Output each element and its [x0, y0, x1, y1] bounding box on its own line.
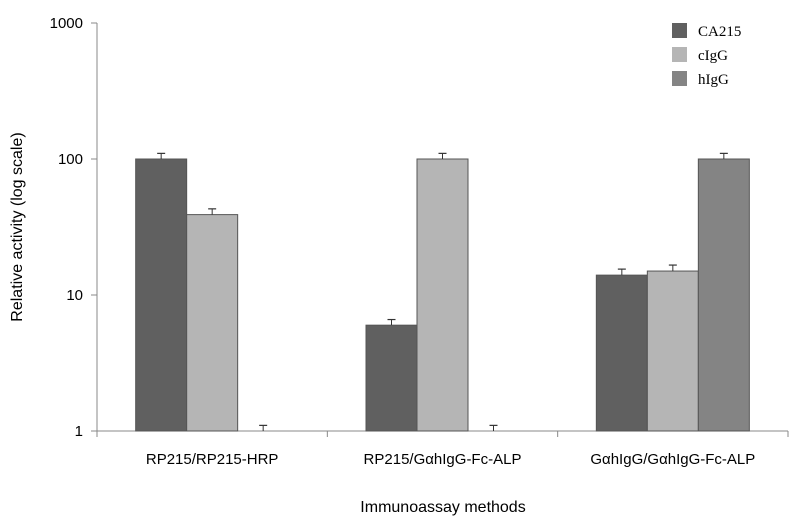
bar-ca215: [365, 324, 418, 432]
category-labels: RP215/RP215-HRP RP215/GαhIgG-Fc-ALP GαhIgG…: [146, 451, 755, 468]
legend-label-cigg: cIgG: [698, 48, 728, 64]
y-tick-label: 10: [66, 287, 83, 304]
category-label: GαhIgG/GαhIgG-Fc-ALP: [590, 451, 755, 468]
legend-swatch-higg: [672, 71, 687, 86]
bar-cigg: [646, 270, 699, 432]
bar-ca215: [595, 274, 648, 432]
bar-cigg: [186, 214, 239, 432]
bar-higg: [697, 158, 750, 432]
y-axis-title: Relative activity (log scale): [9, 132, 26, 321]
y-tick-label: 1: [75, 423, 83, 440]
y-tick-label: 100: [58, 151, 83, 168]
y-tick-label: 1000: [50, 15, 83, 32]
x-ticks: [96, 431, 789, 437]
y-ticks: 1 10 100 1000: [50, 15, 97, 440]
legend: CA215 cIgG hIgG: [672, 23, 741, 88]
bar-cigg: [416, 158, 469, 432]
legend-label-ca215: CA215: [698, 24, 741, 40]
error-bars: [157, 152, 728, 431]
category-label: RP215/GαhIgG-Fc-ALP: [364, 451, 522, 468]
bar-ca215: [135, 158, 188, 432]
legend-swatch-ca215: [672, 23, 687, 38]
bars: [135, 158, 750, 432]
legend-swatch-cigg: [672, 47, 687, 62]
category-label: RP215/RP215-HRP: [146, 451, 279, 468]
x-axis-title: Immunoassay methods: [360, 499, 525, 516]
legend-label-higg: hIgG: [698, 72, 729, 88]
